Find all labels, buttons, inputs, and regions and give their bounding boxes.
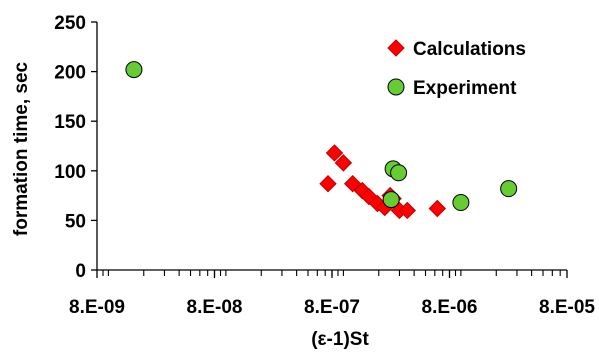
experiment-point: [125, 61, 143, 79]
y-tick-label: 50: [65, 211, 86, 232]
tick-labels: 0 50 100 150 200 250 8.E-09 8.E-08 8.E-07 8.E-06 8…: [54, 13, 595, 318]
calculations-point: [319, 174, 337, 193]
y-tick-label: 0: [75, 261, 86, 282]
x-axis-label: (ε-1)St: [311, 329, 369, 350]
y-tick-label: 100: [54, 162, 86, 183]
y-axis-label: formation time, sec: [11, 61, 32, 236]
x-tick-label: 8.E-06: [422, 297, 478, 318]
x-tick-label: 8.E-07: [304, 297, 360, 318]
legend-calculations-label: Calculations: [413, 39, 526, 60]
experiment-point: [452, 194, 470, 212]
x-tick-label: 8.E-08: [187, 297, 243, 318]
legend-experiment-marker: [387, 78, 405, 96]
calculations-point: [398, 201, 417, 220]
y-tick-label: 250: [54, 13, 86, 34]
x-tick-label: 8.E-09: [69, 297, 125, 318]
experiment-point: [390, 164, 408, 182]
y-tick-label: 150: [54, 112, 86, 133]
experiment-point: [382, 191, 400, 209]
calculations-point: [334, 154, 353, 172]
legend-experiment-label: Experiment: [413, 78, 517, 99]
calculations-point: [325, 144, 344, 162]
x-tick-label: 8.E-05: [539, 297, 595, 318]
y-tick-label: 200: [54, 63, 86, 84]
legend-calculations-marker: [387, 39, 405, 57]
legend: Calculations Experiment: [387, 39, 526, 99]
experiment-point: [500, 180, 518, 198]
calculations-point: [428, 199, 447, 218]
ticks: [91, 21, 568, 278]
data-points: [125, 61, 518, 220]
